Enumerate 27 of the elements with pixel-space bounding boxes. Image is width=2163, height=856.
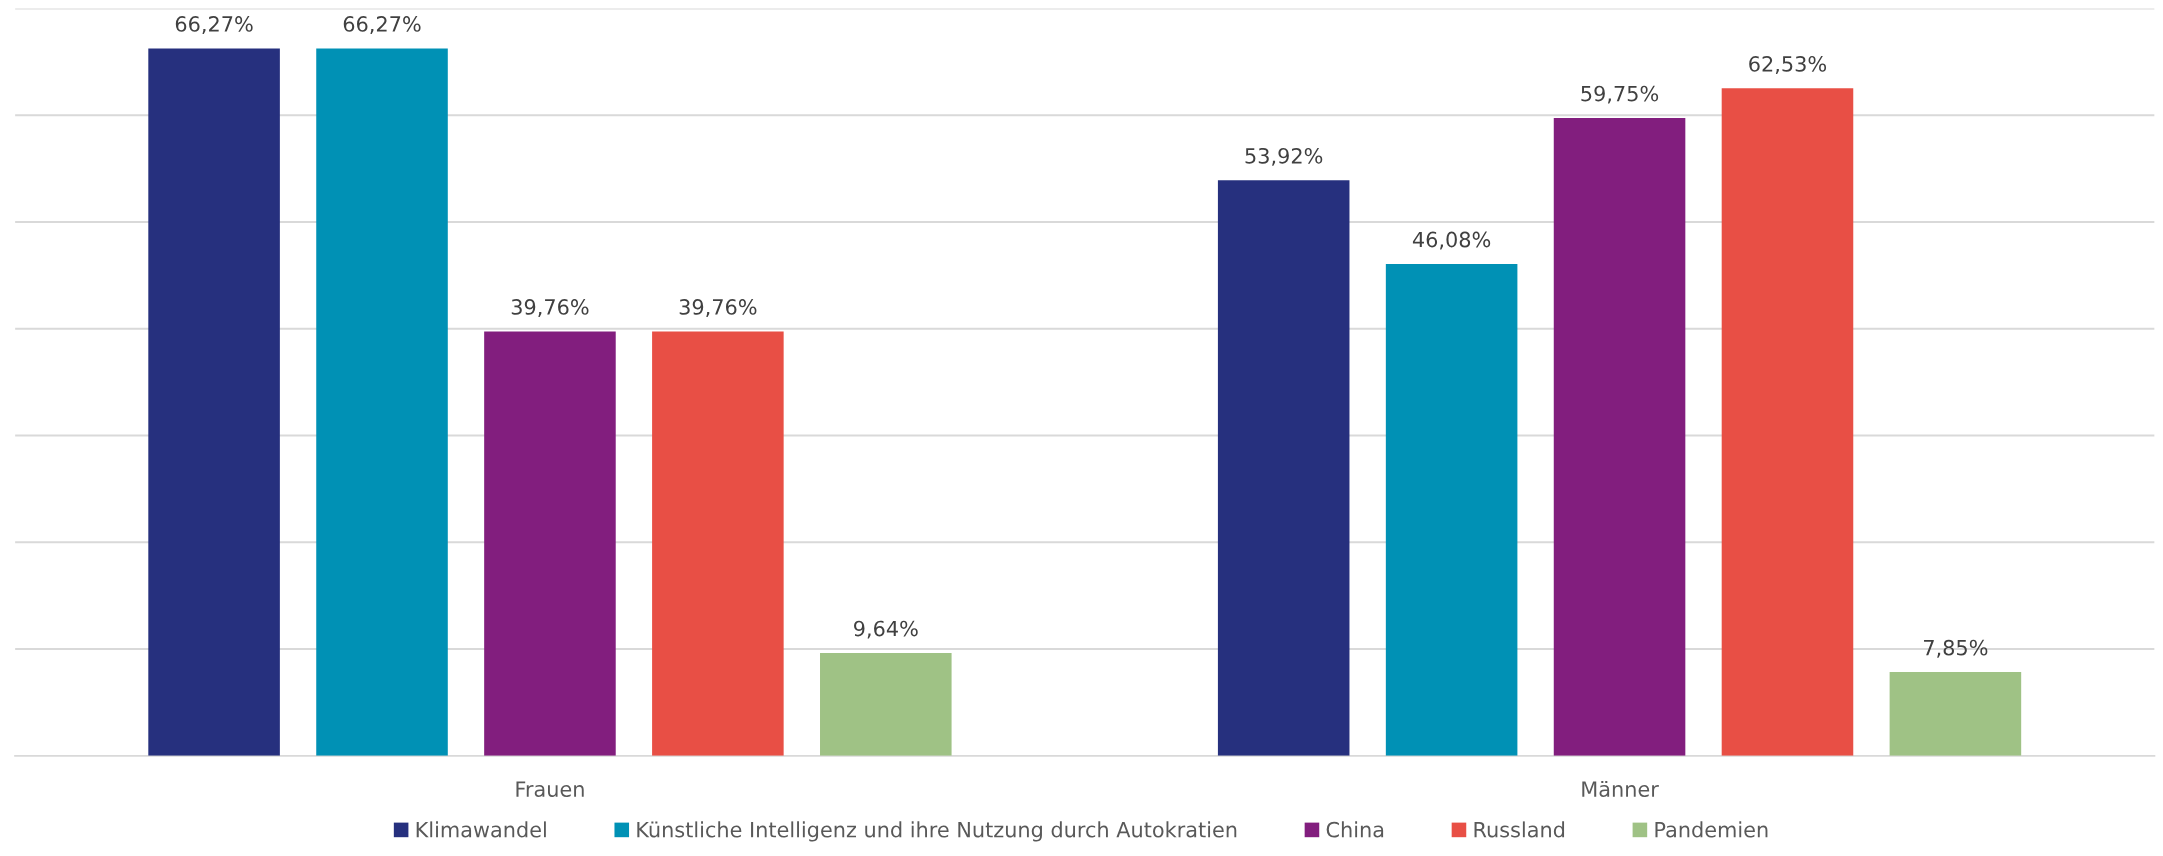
data-label: 53,92% bbox=[1245, 147, 1323, 166]
data-label: 9,64% bbox=[854, 620, 918, 639]
data-label: 59,75% bbox=[1581, 85, 1659, 104]
bar bbox=[148, 48, 280, 756]
data-label: 62,53% bbox=[1749, 56, 1827, 74]
bar bbox=[1721, 88, 1854, 756]
legend-label: China bbox=[1326, 821, 1384, 838]
data-label: 39,76% bbox=[679, 299, 757, 317]
x-tick-label: Frauen bbox=[516, 781, 584, 797]
data-label: 66,27% bbox=[343, 16, 421, 34]
bar bbox=[820, 652, 952, 756]
bar bbox=[484, 331, 616, 756]
data-label: 46,08% bbox=[1412, 231, 1491, 250]
data-label: 7,85% bbox=[1924, 639, 1988, 658]
bar bbox=[1553, 117, 1686, 756]
data-label: 39,76% bbox=[511, 299, 589, 317]
bar bbox=[1217, 180, 1350, 756]
bar bbox=[1889, 672, 2022, 756]
bar bbox=[1385, 263, 1518, 756]
legend-label: Pandemien bbox=[1655, 821, 1768, 838]
legend-label: Künstliche Intelligenz und ihre Nutzung durch Autokratien bbox=[637, 821, 1237, 842]
bar bbox=[316, 48, 448, 756]
bar bbox=[652, 331, 784, 756]
legend-label: Russland bbox=[1474, 821, 1565, 838]
legend-label: Klimawandel bbox=[416, 821, 546, 838]
data-label: 66,27% bbox=[175, 16, 253, 34]
x-tick-label: Männer bbox=[1582, 780, 1659, 797]
